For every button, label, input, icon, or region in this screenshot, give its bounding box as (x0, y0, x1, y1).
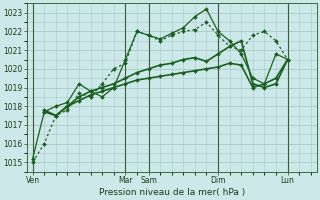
X-axis label: Pression niveau de la mer( hPa ): Pression niveau de la mer( hPa ) (99, 188, 245, 197)
